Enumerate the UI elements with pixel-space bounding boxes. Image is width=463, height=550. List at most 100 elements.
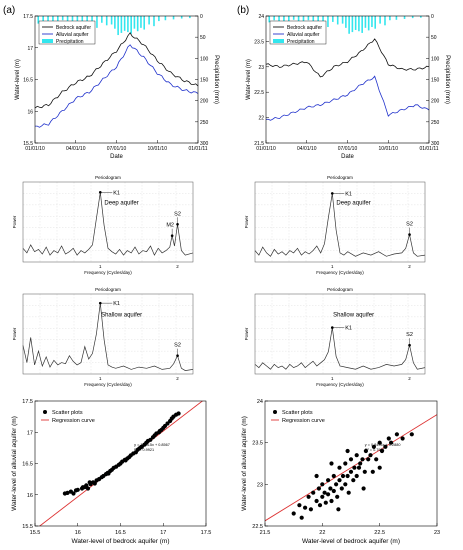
peak-marker-k1 — [98, 301, 102, 305]
x-tick-label: 17.5 — [201, 530, 212, 536]
legend-entry: Bedrock aquifer — [287, 25, 322, 31]
y-axis-label: Water-level of alluvial aquifer (m) — [11, 416, 18, 511]
x-axis-label: Water-level of bedrock aquifer (m) — [302, 538, 400, 545]
y2-tick-label: 300 — [200, 141, 209, 147]
scatter-point-46 — [165, 421, 170, 426]
legend-entry: Scatter plots — [282, 410, 313, 416]
scatter-point-40 — [368, 453, 373, 458]
x-tick-label: 22 — [319, 530, 325, 536]
scatter-point-19 — [335, 494, 340, 499]
scatter-point-5 — [75, 487, 80, 492]
scatter-point-0 — [297, 503, 302, 508]
scatter-point-3 — [71, 491, 76, 496]
periodogram-title: Periodogram — [327, 287, 353, 292]
legend-swatch — [273, 39, 284, 43]
y-tick-label: 22 — [258, 116, 264, 122]
scatter-point-4 — [311, 490, 316, 495]
x-axis-label: Frequency (Cycles/day) — [84, 270, 132, 275]
y2-tick-label: 200 — [431, 99, 440, 105]
scatter-point-57 — [157, 428, 162, 434]
scatter-point-52 — [329, 461, 334, 466]
bedrock-series-line — [34, 32, 199, 109]
y-tick-label: 16.5 — [22, 462, 33, 468]
aquifer-annotation: Deep aquifer — [336, 200, 370, 206]
scatter-point-18 — [334, 482, 339, 487]
x-tick-label: 1 — [331, 376, 334, 381]
scatter-point-54 — [106, 471, 111, 476]
plot-frame — [22, 181, 194, 263]
y-tick-label: 24 — [257, 399, 263, 405]
legend-entry: Precipitation — [56, 39, 84, 45]
y-axis-label: Water-level (m) — [15, 59, 21, 100]
scatter-point-51 — [176, 411, 181, 416]
scatter-point-8 — [84, 483, 89, 488]
y2-tick-label: 0 — [200, 14, 203, 20]
scatter-point-48 — [394, 432, 399, 437]
x-tick-label: 17 — [160, 530, 166, 536]
y-tick-label: 23 — [257, 482, 263, 488]
periodogram-title: Periodogram — [95, 175, 121, 180]
x-axis-label: Frequency (Cycles/day) — [84, 382, 132, 387]
peak-label-s2: S2 — [174, 343, 181, 349]
scatter-point-9 — [85, 486, 91, 491]
scatter-point-56 — [370, 469, 375, 474]
scatter-point-8 — [320, 494, 325, 499]
legend-entry: Regression curve — [52, 418, 95, 424]
y2-tick-label: 200 — [200, 99, 209, 105]
regression-equation: y = 0.8494x + 0.2880 — [365, 443, 401, 447]
scatter-point-25 — [343, 461, 348, 466]
scatter-point-47 — [389, 440, 394, 445]
legend-swatch — [273, 410, 277, 414]
y-tick-label: 17.5 — [22, 399, 33, 405]
scatter-point-51 — [314, 473, 319, 479]
scatter-point-36 — [360, 457, 365, 462]
scatter-point-7 — [317, 503, 323, 508]
y-tick-label: 21.5 — [254, 141, 264, 147]
x-tick-label: 2 — [408, 264, 411, 269]
scatter-point-41 — [371, 444, 376, 449]
scatter-point-30 — [351, 478, 356, 483]
y-axis-label: Power — [12, 327, 17, 340]
peak-label-m2: M2 — [166, 223, 174, 229]
scatter-point-58 — [400, 436, 405, 441]
legend-entry: Regression curve — [282, 418, 325, 424]
scatter-point-57 — [377, 465, 382, 470]
x-tick-label: 2 — [176, 376, 179, 381]
x-axis-label: Date — [341, 154, 354, 160]
scatter-point-5 — [314, 498, 319, 504]
x-axis-label: Water-level of bedrock aquifer (m) — [71, 538, 169, 545]
x-tick-label: 04/01/10 — [297, 146, 317, 152]
legend-entry: Alluvial aquifer — [56, 32, 89, 38]
x-tick-label: 16.5 — [115, 530, 126, 536]
periodogram-title: Periodogram — [95, 287, 121, 292]
y-tick-label: 23 — [258, 65, 264, 71]
x-tick-label: 01/01/10 — [25, 146, 45, 152]
x-tick-label: 16 — [75, 530, 81, 536]
x-tick-label: 2 — [176, 264, 179, 269]
x-axis-label: Frequency (Cycles/day) — [316, 270, 364, 275]
y-tick-label: 22.5 — [254, 90, 264, 96]
y2-tick-label: 50 — [200, 35, 206, 41]
legend-swatch — [42, 39, 53, 43]
y2-tick-label: 150 — [431, 78, 440, 84]
scatter-point-10 — [322, 490, 327, 495]
regression-r2: R² = 0.9921 — [134, 448, 154, 452]
x-tick-label: 23 — [434, 530, 440, 536]
panel-label-a: (a) — [3, 5, 15, 16]
scatter-point-46 — [386, 436, 391, 441]
x-axis-label: Date — [110, 154, 123, 160]
x-tick-label: 10/01/10 — [379, 146, 399, 152]
y-tick-label: 17.5 — [23, 14, 33, 20]
y-tick-label: 16.5 — [23, 78, 33, 84]
scatter-point-3 — [308, 507, 313, 512]
y2-tick-label: 300 — [431, 141, 440, 147]
y2-tick-label: 250 — [431, 120, 440, 126]
periodogram-line — [22, 303, 194, 371]
scatter-point-22 — [339, 486, 344, 491]
scatter-point-42 — [374, 457, 379, 462]
scatter-point-26 — [345, 473, 350, 479]
y-tick-label: 17 — [27, 430, 33, 436]
peak-label-k1: K1 — [113, 190, 120, 196]
scatter-point-56 — [138, 445, 144, 450]
